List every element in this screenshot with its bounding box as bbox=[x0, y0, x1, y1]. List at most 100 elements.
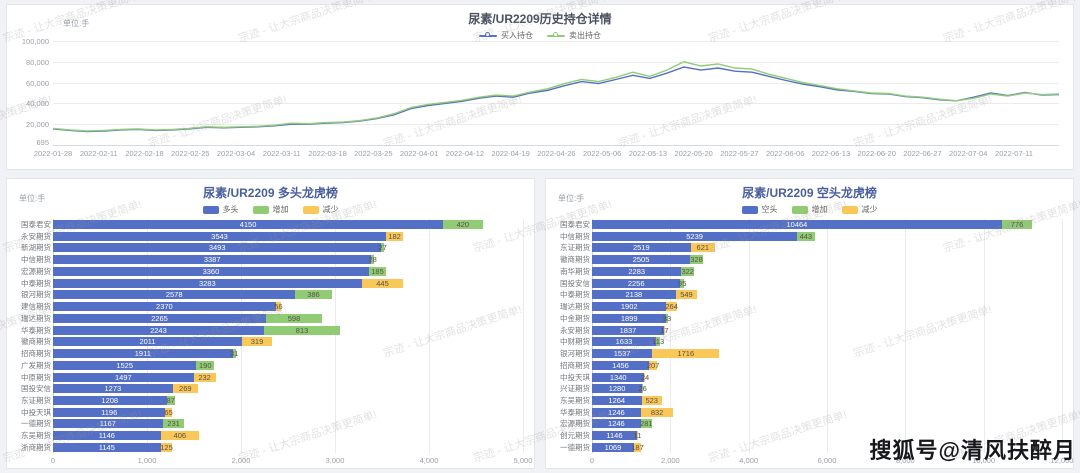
legend-label: 增加 bbox=[272, 205, 289, 214]
legend-label: 买入持仓 bbox=[501, 31, 533, 40]
x-tick-label: 2022-02-18 bbox=[125, 149, 164, 158]
bar-row: 1911 31 bbox=[53, 349, 523, 359]
change-bar-value: 33 bbox=[662, 313, 672, 323]
company-label: 东吴期货 bbox=[21, 431, 51, 441]
change-bar-value: 87 bbox=[166, 396, 175, 406]
main-bar: 2256 bbox=[592, 278, 681, 288]
increase-bar: 386 bbox=[295, 290, 332, 300]
bar-row: 1280 26 bbox=[592, 384, 1062, 394]
decrease-bar: 549 bbox=[675, 290, 698, 300]
legend-item-增加[interactable]: 增加 bbox=[791, 204, 828, 215]
legend-swatch-icon bbox=[202, 205, 219, 214]
change-bar-value: 11 bbox=[633, 431, 642, 441]
x-gridline bbox=[523, 219, 524, 453]
bar-row: 1246 281 bbox=[592, 419, 1062, 429]
legend-item-减少[interactable]: 减少 bbox=[841, 204, 878, 215]
company-label: 中泰期货 bbox=[560, 290, 590, 300]
change-bar-value: 207 bbox=[646, 360, 660, 370]
company-label: 瑞达期货 bbox=[21, 313, 51, 323]
decrease-bar: 125 bbox=[160, 442, 173, 452]
company-label: 徽商期货 bbox=[21, 337, 51, 347]
x-tick-label: 6,000 bbox=[817, 456, 837, 465]
decrease-bar: 232 bbox=[193, 372, 216, 382]
company-label: 国泰君安 bbox=[560, 220, 590, 229]
legend-item-buy-position[interactable]: 买入持仓 bbox=[479, 30, 533, 41]
x-tick-label: 2022-03-18 bbox=[308, 149, 347, 158]
company-label: 瑞达期货 bbox=[560, 302, 590, 312]
y-tick-label: 60,000 bbox=[26, 78, 49, 88]
bar-row: 1069 187 bbox=[592, 442, 1062, 452]
increase-bar: 31 bbox=[230, 349, 238, 359]
main-bar: 1537 bbox=[592, 349, 653, 359]
main-bar: 1069 bbox=[592, 442, 634, 452]
legend-item-空头[interactable]: 空头 bbox=[741, 204, 778, 215]
bar-row: 2283 322 bbox=[592, 266, 1062, 276]
company-label: 银河期货 bbox=[21, 290, 51, 300]
y-gridline bbox=[53, 103, 1059, 105]
main-bar-value: 1456 bbox=[612, 360, 629, 370]
change-bar-value: 443 bbox=[799, 231, 813, 241]
decrease-bar: 56 bbox=[274, 302, 283, 312]
short-x-axis-labels: 0 2,000 4,000 6,000 8,000 10,000 12,000 bbox=[590, 456, 1074, 466]
change-bar-value: 187 bbox=[631, 442, 644, 452]
x-tick-label: 2022-06-06 bbox=[766, 149, 805, 158]
main-bar-value: 2283 bbox=[628, 266, 646, 276]
legend-swatch-icon bbox=[252, 205, 269, 214]
x-tick-label: 2022-06-27 bbox=[903, 149, 942, 158]
bar-row: 1456 207 bbox=[592, 360, 1062, 370]
series-line-卖出持仓 bbox=[52, 61, 1060, 132]
bar-row: 2578 386 bbox=[53, 290, 523, 300]
main-bar: 1497 bbox=[53, 372, 194, 382]
main-bar-value: 1145 bbox=[98, 442, 115, 452]
change-bar-value: 190 bbox=[199, 360, 212, 370]
company-label: 东吴期货 bbox=[560, 396, 590, 406]
company-label: 招商期货 bbox=[560, 360, 590, 370]
decrease-bar: 207 bbox=[646, 360, 660, 370]
main-bar-value: 2519 bbox=[632, 243, 650, 253]
x-axis-line bbox=[53, 145, 1059, 146]
x-gridline bbox=[827, 219, 828, 453]
bar-row: 2505 328 bbox=[592, 255, 1062, 265]
bar-row: 1196 65 bbox=[53, 407, 523, 417]
x-tick-label: 0 bbox=[50, 456, 56, 465]
main-bar: 1902 bbox=[592, 302, 667, 312]
company-label: 一德期货 bbox=[21, 419, 51, 429]
company-label: 宏源期货 bbox=[21, 266, 51, 276]
legend-swatch-icon bbox=[741, 205, 758, 214]
change-bar-value: 26 bbox=[638, 384, 647, 394]
main-bar: 1145 bbox=[53, 442, 161, 452]
main-bar: 2243 bbox=[53, 325, 264, 335]
bar-row: 1146 11 bbox=[592, 431, 1062, 441]
legend-swatch-icon bbox=[791, 205, 808, 214]
company-label: 东证期货 bbox=[21, 396, 51, 406]
main-bar: 1633 bbox=[592, 337, 656, 347]
legend-item-减少[interactable]: 减少 bbox=[302, 204, 339, 215]
main-bar: 1899 bbox=[592, 313, 667, 323]
change-bar-value: 832 bbox=[650, 407, 664, 417]
company-label: 徽商期货 bbox=[560, 255, 590, 265]
change-bar-value: 406 bbox=[173, 431, 187, 441]
x-gridline bbox=[983, 219, 985, 453]
legend-item-sell-position[interactable]: 卖出持仓 bbox=[547, 30, 601, 41]
unit-label: 单位:手 bbox=[63, 19, 90, 28]
main-bar-value: 1340 bbox=[609, 372, 627, 382]
x-gridline bbox=[905, 219, 907, 453]
increase-bar: 33 bbox=[663, 313, 671, 323]
long-x-axis-labels: 0 1,000 2,000 3,000 4,000 5,000 bbox=[50, 456, 532, 466]
x-gridline bbox=[592, 219, 593, 453]
short-bar-plot-area: 10464 776 5239 443 2519 621 2505 328 2283 322 2256… bbox=[592, 219, 1063, 453]
sohu-watermark: 搜狐号@清风扶醉月 bbox=[869, 438, 1076, 463]
decrease-bar: 269 bbox=[172, 384, 198, 394]
bar-row: 2370 56 bbox=[53, 302, 523, 312]
decrease-bar: 1716 bbox=[652, 349, 720, 359]
bar-rows: 10464 776 5239 443 2519 621 2505 328 2283 322 2256… bbox=[592, 219, 1062, 453]
main-bar-value: 1899 bbox=[620, 313, 638, 323]
company-label: 永安期货 bbox=[560, 325, 590, 335]
x-gridline bbox=[1062, 219, 1063, 453]
legend-item-增加[interactable]: 增加 bbox=[252, 204, 289, 215]
x-gridline bbox=[53, 219, 54, 453]
decrease-bar: 11 bbox=[633, 431, 641, 441]
legend-item-多头[interactable]: 多头 bbox=[202, 204, 239, 215]
company-label: 东证期货 bbox=[560, 243, 590, 253]
company-label: 中金期货 bbox=[560, 313, 590, 323]
